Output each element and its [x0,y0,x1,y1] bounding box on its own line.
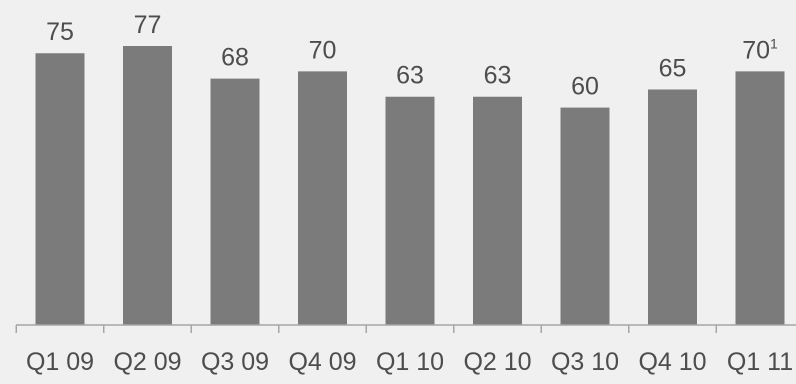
x-tick-labels-group: Q1 09 Q2 09 Q3 09 Q4 09 Q1 10 Q2 10 Q3 10 Q4 10… [26,348,793,376]
bars-group [35,46,785,326]
x-tick-label: Q3 10 [551,348,619,376]
x-tick-label: Q4 09 [288,348,356,376]
value-label: 65 [659,54,687,82]
value-label: 77 [134,11,162,39]
bar-q1-09 [35,53,85,325]
x-tick-label: Q3 09 [201,348,269,376]
value-label: 68 [221,44,249,72]
value-labels-group: 75 77 68 70 63 63 60 65 701 [46,11,778,101]
bar-q2-09 [123,46,172,325]
x-tick-label: Q4 10 [638,348,706,376]
bar-q1-11 [735,71,785,325]
bar-q3-09 [210,78,260,326]
footnote-marker: 1 [770,35,778,51]
x-tick-label: Q1 09 [26,348,94,376]
x-tick-label: Q1 10 [376,348,444,376]
x-tick-label: Q1 11 [727,348,793,376]
value-label: 63 [484,62,512,90]
value-label: 701 [742,35,778,64]
bar-q4-10 [648,89,697,325]
bar-q2-10 [473,96,522,326]
value-label: 60 [571,73,599,101]
bar-q3-10 [560,107,610,325]
x-tick-label: Q2 10 [463,348,531,376]
value-label: 63 [396,62,424,90]
value-label: 75 [46,18,74,46]
bar-q1-10 [385,96,435,326]
value-label: 70 [309,36,337,64]
x-tick-label: Q2 09 [113,348,181,376]
x-axis [15,324,796,333]
bar-q4-09 [298,71,347,325]
